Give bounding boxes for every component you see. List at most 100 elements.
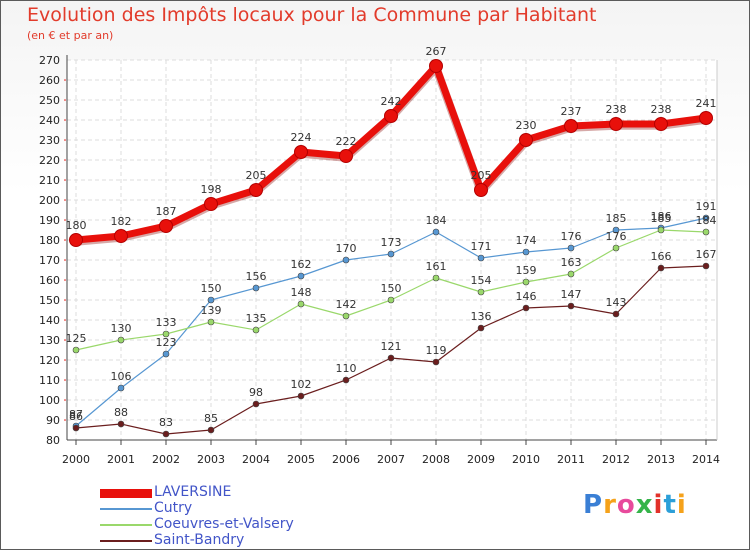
y-tick-label: 250 — [39, 94, 60, 107]
legend-swatch — [100, 524, 152, 526]
data-label: 170 — [336, 242, 357, 255]
data-label: 167 — [696, 248, 717, 261]
y-tick-label: 170 — [39, 254, 60, 267]
y-tick-label: 190 — [39, 214, 60, 227]
data-label: 148 — [291, 286, 312, 299]
x-tick-label: 2006 — [332, 453, 360, 466]
x-tick-label: 2003 — [197, 453, 225, 466]
y-tick-label: 230 — [39, 134, 60, 147]
data-point — [702, 262, 710, 270]
data-point — [297, 272, 305, 280]
data-label: 186 — [651, 210, 672, 223]
data-label: 185 — [606, 212, 627, 225]
data-label: 182 — [111, 215, 132, 228]
logo-letter: o — [616, 490, 636, 520]
data-point — [387, 296, 395, 304]
data-point — [477, 288, 485, 296]
data-label: 88 — [114, 406, 128, 419]
x-tick-label: 2004 — [242, 453, 270, 466]
axis-dot — [64, 139, 66, 141]
data-label: 184 — [696, 214, 717, 227]
data-point — [474, 183, 488, 197]
legend-label: LAVERSINE — [154, 484, 232, 500]
data-label: 162 — [291, 258, 312, 271]
data-point — [207, 296, 215, 304]
data-label: 205 — [246, 169, 267, 182]
axis-dot — [64, 219, 66, 221]
data-label: 154 — [471, 274, 492, 287]
data-point — [342, 376, 350, 384]
chart-title: Evolution des Impôts locaux pour la Comm… — [27, 4, 597, 26]
data-point — [72, 346, 80, 354]
data-label: 146 — [516, 290, 537, 303]
axis-dot — [64, 359, 66, 361]
data-label: 110 — [336, 362, 357, 375]
data-point — [252, 326, 260, 334]
y-tick-label: 140 — [39, 314, 60, 327]
logo-letter: r — [603, 490, 617, 520]
x-tick-label: 2011 — [557, 453, 585, 466]
data-point — [342, 312, 350, 320]
data-point — [339, 149, 353, 163]
legend-label: Cutry — [154, 500, 193, 516]
data-label: 125 — [66, 332, 87, 345]
logo-letter: i — [653, 490, 664, 520]
data-point — [519, 133, 533, 147]
data-label: 173 — [381, 236, 402, 249]
axis-dot — [64, 399, 66, 401]
y-tick-label: 80 — [46, 434, 60, 447]
data-point — [522, 304, 530, 312]
legend-label: Saint-Bandry — [154, 532, 245, 548]
logo-letter: i — [676, 490, 687, 520]
y-tick-label: 180 — [39, 234, 60, 247]
data-label: 136 — [471, 310, 492, 323]
y-tick-label: 200 — [39, 194, 60, 207]
chart-subtitle: (en € et par an) — [27, 29, 114, 42]
data-point — [522, 248, 530, 256]
data-label: 174 — [516, 234, 537, 247]
axis-dot — [64, 199, 66, 201]
x-tick-label: 2013 — [647, 453, 675, 466]
axis-dot — [64, 239, 66, 241]
data-label: 102 — [291, 378, 312, 391]
data-point — [387, 250, 395, 258]
data-label: 198 — [201, 183, 222, 196]
data-point — [432, 274, 440, 282]
data-point — [162, 430, 170, 438]
y-tick-label: 100 — [39, 394, 60, 407]
logo-letter: t — [663, 490, 677, 520]
y-tick-label: 120 — [39, 354, 60, 367]
data-point — [612, 310, 620, 318]
data-point — [72, 424, 80, 432]
data-point — [612, 244, 620, 252]
data-labels: 180 182 187 198 205 224 222 242 267 205 230 237 238 2… — [66, 45, 717, 429]
data-label: 180 — [66, 219, 87, 232]
data-point — [702, 228, 710, 236]
data-label: 230 — [516, 119, 537, 132]
data-label: 121 — [381, 340, 402, 353]
data-label: 143 — [606, 296, 627, 309]
axis-dot — [64, 179, 66, 181]
data-label: 171 — [471, 240, 492, 253]
data-point — [432, 228, 440, 236]
data-label: 222 — [336, 135, 357, 148]
data-label: 166 — [651, 250, 672, 263]
y-tick-label: 220 — [39, 154, 60, 167]
axis-dot — [64, 379, 66, 381]
data-point — [297, 392, 305, 400]
data-point — [657, 226, 665, 234]
data-point — [654, 117, 668, 131]
data-label: 119 — [426, 344, 447, 357]
data-label: 187 — [156, 205, 177, 218]
y-tick-label: 260 — [39, 74, 60, 87]
x-tick-label: 2008 — [422, 453, 450, 466]
data-label: 184 — [426, 214, 447, 227]
proxiti-logo: Proxiti — [583, 490, 687, 520]
data-label: 205 — [471, 169, 492, 182]
data-point — [342, 256, 350, 264]
data-point — [522, 278, 530, 286]
data-point — [117, 420, 125, 428]
legend-label: Coeuvres-et-Valsery — [154, 516, 294, 532]
data-point — [429, 59, 443, 73]
data-point — [387, 354, 395, 362]
